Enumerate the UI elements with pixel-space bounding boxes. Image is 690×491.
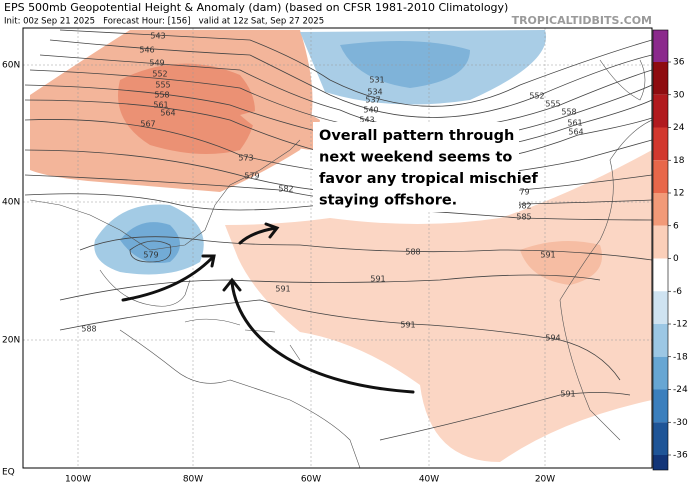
colorbar-segment	[653, 455, 668, 470]
colorbar-label: 30	[673, 90, 685, 100]
contour-label: 546	[139, 46, 154, 55]
colorbar-label: 36	[673, 58, 685, 68]
colorbar-segment	[653, 356, 668, 390]
contour-label: 534	[367, 88, 382, 97]
lat-label: EQ	[2, 468, 15, 478]
contour-label: 543	[150, 32, 165, 41]
contour-label: 591	[400, 321, 415, 330]
contour-label: 567	[140, 120, 155, 129]
lon-label: 20W	[535, 475, 555, 485]
lon-label: 60W	[301, 475, 321, 485]
contour-label: 552	[529, 92, 544, 101]
lon-label: 80W	[183, 475, 203, 485]
contour-label: 558	[561, 108, 576, 117]
colorbar-label: -36	[673, 451, 688, 461]
contour-label: 579	[143, 251, 158, 260]
contour-label: 543	[359, 116, 374, 125]
title: EPS 500mb Geopotential Height & Anomaly …	[4, 1, 508, 14]
colorbar-segment	[653, 291, 668, 324]
contour-label: 549	[149, 59, 164, 68]
colorbar-frame	[652, 29, 669, 471]
colorbar-segment	[653, 389, 668, 423]
contour-label: 591	[540, 251, 555, 260]
contour-label: 579	[244, 172, 259, 181]
contour-label: 561	[567, 119, 582, 128]
contour-label: 594	[545, 334, 560, 343]
colorbar-segment	[653, 160, 668, 193]
contour-label: 573	[238, 154, 253, 163]
lat-label: 40N	[2, 198, 20, 208]
colorbar-label: 0	[673, 254, 679, 264]
contour-label: 582	[278, 185, 293, 194]
colorbar-label: 12	[673, 189, 684, 199]
subtitle: Init: 00z Sep 21 2025 Forecast Hour: [15…	[4, 17, 324, 27]
lon-label: 40W	[419, 475, 439, 485]
contour-label: 540	[363, 106, 378, 115]
contour-label: 552	[152, 70, 167, 79]
contour-label: 555	[155, 81, 170, 90]
colorbar-label: -24	[673, 385, 688, 395]
contour-label: 558	[154, 91, 169, 100]
contour-label: 564	[568, 128, 583, 137]
credit: TROPICALTIDBITS.COM	[512, 14, 652, 27]
map: 5435465495525555585615645675735795825855…	[23, 28, 652, 468]
contour-label: 588	[81, 325, 96, 334]
contour-label: 555	[545, 100, 560, 109]
annotation-line: favor any tropical mischief	[319, 171, 539, 187]
colorbar-label: -6	[673, 287, 682, 297]
contour-label: 531	[369, 76, 384, 85]
colorbar-label: -12	[673, 320, 688, 330]
contour-label: 561	[153, 101, 168, 110]
contour-label: 591	[275, 285, 290, 294]
colorbar-label: -18	[673, 352, 688, 362]
colorbar-label: 24	[673, 123, 685, 133]
colorbar-segment	[653, 422, 668, 455]
annotation-line: next weekend seems to	[319, 150, 512, 166]
colorbar-label: 6	[673, 221, 679, 231]
colorbar-segment	[653, 30, 668, 62]
colorbar-segment	[653, 94, 668, 128]
lon-label: 100W	[65, 475, 91, 485]
annotation-box	[313, 122, 519, 212]
contour-label: 585	[516, 213, 531, 222]
contour-label: 579	[514, 188, 529, 197]
lat-label: 60N	[2, 61, 20, 71]
contour-label: 588	[405, 248, 420, 257]
contour-label: 591	[560, 390, 575, 399]
colorbar-segment	[653, 193, 668, 226]
colorbar-segment	[653, 127, 668, 161]
colorbar-segment	[653, 258, 668, 292]
contour-label: 564	[160, 109, 175, 118]
colorbar-segment	[653, 324, 668, 357]
contour-label: 582	[516, 202, 531, 211]
colorbar-segment	[653, 62, 668, 95]
annotation-line: staying offshore.	[319, 193, 457, 209]
lat-label: 20N	[2, 336, 20, 346]
colorbar-segment	[653, 225, 668, 259]
colorbar-label: 18	[673, 156, 685, 166]
annotation-line: Overall pattern through	[319, 128, 514, 144]
colorbar-label: -30	[673, 418, 688, 428]
contour-label: 591	[370, 275, 385, 284]
contour-label: 537	[365, 96, 380, 105]
